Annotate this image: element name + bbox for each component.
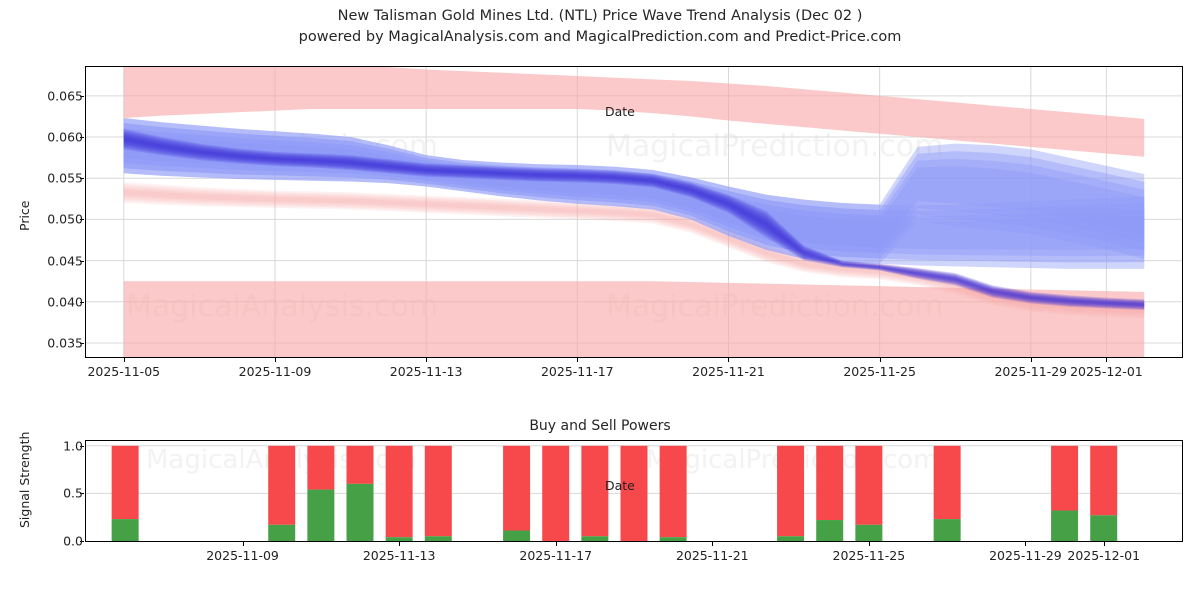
- buy-power-bar: [503, 530, 531, 541]
- buy-power-bar: [777, 536, 805, 541]
- price-wave-svg: [86, 67, 1182, 357]
- signal-x-tick-label: 2025-11-29: [989, 548, 1062, 563]
- price-x-tick-label: 2025-11-21: [692, 364, 765, 379]
- signal-y-tick-mark: [80, 493, 84, 495]
- signal-plot-area: MagicalAnalysis.com MagicalPrediction.co…: [85, 440, 1183, 542]
- price-y-tick-mark: [80, 219, 84, 221]
- signal-x-tick-mark: [555, 542, 557, 546]
- price-y-tick-mark: [80, 342, 84, 344]
- price-y-tick-label: 0.035: [47, 335, 83, 351]
- price-x-tick-label: 2025-11-09: [238, 364, 312, 379]
- buy-power-bar: [268, 524, 296, 541]
- price-x-tick-mark: [123, 358, 125, 362]
- sell-power-bar: [581, 445, 609, 537]
- buy-power-bar: [659, 537, 687, 541]
- price-y-tick-mark: [80, 301, 84, 303]
- signal-x-tick-mark: [868, 542, 870, 546]
- sell-power-bar: [777, 445, 805, 537]
- sell-power-bar: [542, 445, 570, 541]
- signal-x-tick-mark: [242, 542, 244, 546]
- sell-power-bar: [659, 445, 687, 538]
- price-wave-chart: MagicalAnalysis.com MagicalPrediction.co…: [17, 66, 1183, 379]
- price-x-tick-label: 2025-11-05: [87, 364, 161, 379]
- buy-power-bar: [933, 519, 961, 541]
- buy-power-bar: [385, 537, 413, 541]
- price-x-tick-label: 2025-11-13: [389, 364, 463, 379]
- sell-power-bar: [855, 445, 883, 525]
- signal-x-tick-label: 2025-11-13: [362, 548, 436, 563]
- signal-y-axis-title: Signal Strength: [17, 431, 32, 528]
- price-y-tick-label: 0.045: [47, 253, 83, 269]
- buy-power-bar: [816, 520, 844, 541]
- buy-power-bar: [111, 519, 139, 541]
- price-y-axis-title: Price: [17, 200, 32, 232]
- signal-y-tick-label: 1.0: [63, 438, 83, 454]
- signal-x-axis-title: Date: [605, 478, 635, 493]
- price-x-axis-title: Date: [605, 104, 635, 119]
- price-y-tick-label: 0.050: [47, 211, 83, 227]
- sell-power-bar: [307, 445, 335, 490]
- buy-power-bar: [855, 524, 883, 541]
- sell-power-bar: [268, 445, 296, 525]
- buy-power-bar: [307, 489, 335, 541]
- signal-x-tick-label: 2025-12-01: [1067, 548, 1141, 563]
- signal-y-tick-label: 0.0: [63, 533, 83, 549]
- price-x-tick-label: 2025-11-25: [843, 364, 916, 379]
- sell-power-bar: [933, 445, 961, 520]
- price-x-tick-mark: [1106, 358, 1108, 362]
- price-x-tick-mark: [274, 358, 276, 362]
- signal-chart-title: Buy and Sell Powers: [529, 418, 671, 434]
- signal-y-tick-mark: [80, 445, 84, 447]
- price-x-tick-label: 2025-12-01: [1070, 364, 1143, 379]
- price-x-tick-mark: [577, 358, 579, 362]
- buy-power-bar: [1090, 515, 1118, 541]
- price-x-tick-mark: [879, 358, 881, 362]
- price-y-tick-label: 0.065: [47, 88, 83, 104]
- chart-title-block: New Talisman Gold Mines Ltd. (NTL) Price…: [0, 6, 1200, 48]
- sell-power-bar: [1051, 445, 1079, 511]
- sell-power-bar: [503, 445, 531, 531]
- price-x-tick-mark: [426, 358, 428, 362]
- sell-power-bar: [620, 445, 648, 541]
- price-x-tick-label: 2025-11-29: [994, 364, 1068, 379]
- signal-bars-svg: [86, 445, 1182, 541]
- price-y-tick-mark: [80, 137, 84, 139]
- buy-power-bar: [1051, 510, 1079, 541]
- signal-x-tick-mark: [1103, 542, 1105, 546]
- buy-sell-powers-chart: MagicalAnalysis.com MagicalPrediction.co…: [17, 432, 1183, 563]
- sell-power-bar: [111, 445, 139, 520]
- signal-x-tick-mark: [399, 542, 401, 546]
- price-y-tick-label: 0.060: [47, 129, 83, 145]
- signal-y-tick-label: 0.5: [63, 485, 83, 501]
- price-y-tick-mark: [80, 260, 84, 262]
- sell-power-bar: [346, 445, 374, 484]
- signal-x-tick-mark: [1025, 542, 1027, 546]
- sell-power-bar: [385, 445, 413, 538]
- price-x-tick-label: 2025-11-17: [540, 364, 614, 379]
- buy-power-bar: [424, 536, 452, 541]
- signal-x-tick-mark: [712, 542, 714, 546]
- signal-x-tick-label: 2025-11-21: [675, 548, 749, 563]
- signal-x-tick-label: 2025-11-25: [832, 548, 906, 563]
- sell-power-bar: [1090, 445, 1118, 516]
- price-y-tick-mark: [80, 95, 84, 97]
- price-y-tick-label: 0.040: [47, 294, 83, 310]
- price-y-tick-mark: [80, 178, 84, 180]
- signal-x-tick-label: 2025-11-09: [206, 548, 279, 563]
- price-x-tick-mark: [1030, 358, 1032, 362]
- buy-power-bar: [581, 536, 609, 541]
- sell-power-bar: [816, 445, 844, 521]
- signal-y-tick-mark: [80, 541, 84, 542]
- price-x-tick-mark: [728, 358, 730, 362]
- price-y-tick-label: 0.055: [47, 170, 83, 186]
- page-title: New Talisman Gold Mines Ltd. (NTL) Price…: [337, 8, 863, 24]
- page-subtitle: powered by MagicalAnalysis.com and Magic…: [298, 29, 902, 45]
- sell-power-bar: [424, 445, 452, 537]
- signal-x-tick-label: 2025-11-17: [519, 548, 593, 563]
- buy-power-bar: [346, 483, 374, 541]
